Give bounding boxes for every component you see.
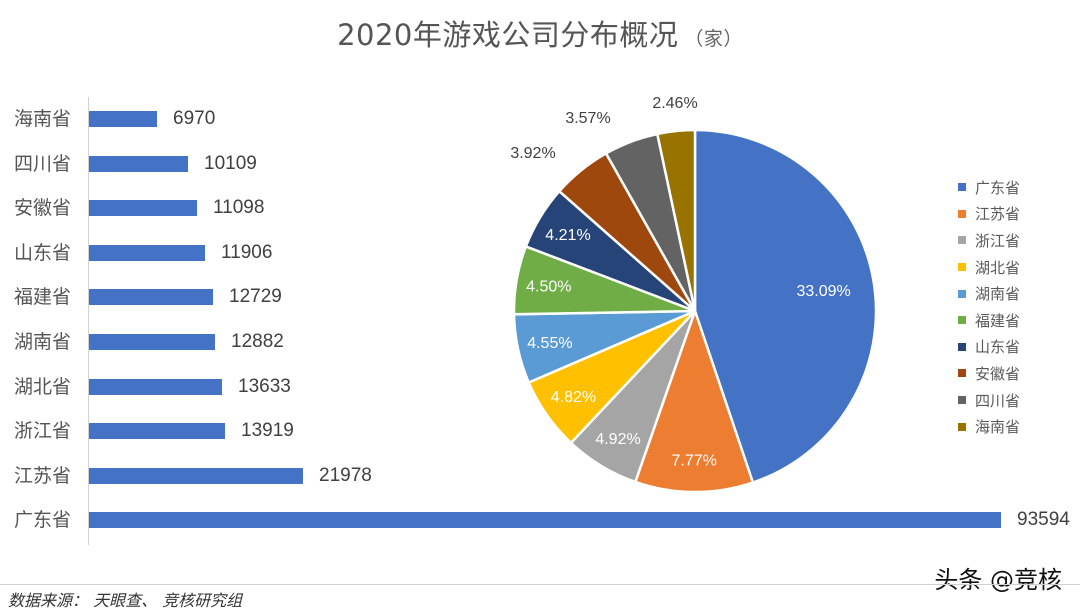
bar-value-label: 21978 bbox=[319, 464, 372, 486]
legend-swatch-icon bbox=[958, 422, 966, 431]
bar bbox=[89, 111, 157, 127]
bar-value-label: 12882 bbox=[231, 331, 284, 352]
bar-value-label: 11098 bbox=[213, 197, 265, 219]
legend-swatch-icon bbox=[958, 263, 966, 272]
pie-data-label: 4.55% bbox=[527, 335, 572, 352]
bar-row: 山东省 11906 bbox=[0, 241, 1080, 265]
data-source-note: 数据来源： 天眼查、 竞核研究组 bbox=[8, 591, 243, 610]
bar-value-label: 13633 bbox=[238, 375, 291, 397]
legend-item: 四川省 bbox=[958, 387, 1020, 414]
legend-label: 海南省 bbox=[975, 418, 1021, 437]
bar-value-label: 93594 bbox=[1017, 509, 1070, 531]
legend-swatch-icon bbox=[958, 316, 966, 325]
bar bbox=[89, 155, 188, 172]
pie-data-label: 2.46% bbox=[652, 95, 697, 112]
legend-label: 福建省 bbox=[975, 311, 1021, 330]
bar bbox=[89, 378, 222, 395]
pie-data-label: 4.21% bbox=[545, 227, 590, 244]
bar-category-label: 浙江省 bbox=[14, 420, 72, 443]
legend-label: 安徽省 bbox=[975, 364, 1021, 383]
legend-swatch-icon bbox=[958, 289, 966, 298]
bar bbox=[89, 244, 205, 261]
legend-label: 湖北省 bbox=[975, 258, 1021, 277]
pie-slice bbox=[655, 128, 697, 312]
bar-category-label: 山东省 bbox=[14, 241, 72, 264]
bar-category-label: 海南省 bbox=[14, 108, 72, 130]
bar-row: 福建省 12729 bbox=[0, 285, 1080, 309]
pie-data-label: 3.57% bbox=[565, 110, 610, 127]
bar bbox=[89, 289, 213, 306]
legend-swatch-icon bbox=[958, 369, 966, 378]
legend-label: 广东省 bbox=[975, 178, 1021, 197]
legend-label: 浙江省 bbox=[975, 231, 1021, 250]
bar-row: 江苏省 21978 bbox=[0, 464, 1080, 488]
chart-title-main: 2020年游戏公司分布概况 bbox=[337, 18, 679, 52]
legend-label: 山东省 bbox=[975, 338, 1021, 357]
bar-value-label: 6970 bbox=[173, 108, 216, 129]
bar-row: 湖北省 13633 bbox=[0, 375, 1080, 399]
bar-chart-axis bbox=[88, 97, 89, 545]
legend-item: 江苏省 bbox=[958, 201, 1020, 228]
legend-label: 四川省 bbox=[975, 391, 1021, 410]
legend-swatch-icon bbox=[958, 209, 966, 218]
bar-row: 广东省 93594 bbox=[0, 508, 1080, 532]
pie-slice bbox=[633, 307, 755, 494]
legend-item: 福建省 bbox=[958, 307, 1020, 334]
pie-slice bbox=[693, 128, 878, 485]
bar-category-label: 四川省 bbox=[14, 152, 72, 175]
legend-swatch-icon bbox=[958, 236, 966, 245]
bar-category-label: 湖北省 bbox=[14, 375, 72, 398]
footer-divider bbox=[0, 584, 1080, 585]
bar-value-label: 11906 bbox=[221, 241, 273, 263]
legend-item: 广东省 bbox=[958, 174, 1020, 201]
bar-row: 海南省 6970 bbox=[0, 107, 1080, 131]
legend-swatch-icon bbox=[958, 342, 966, 351]
legend-label: 江苏省 bbox=[975, 205, 1021, 224]
pie-data-label: 7.77% bbox=[672, 452, 717, 469]
bar-row: 浙江省 13919 bbox=[0, 419, 1080, 443]
watermark: 头条 @竞核 bbox=[934, 566, 1062, 594]
chart-title: 2020年游戏公司分布概况 （家） bbox=[0, 12, 1080, 54]
pie-data-label: 4.50% bbox=[526, 278, 571, 295]
bar-row: 四川省 10109 bbox=[0, 152, 1080, 176]
bar bbox=[89, 200, 197, 217]
pie-data-label: 33.09% bbox=[796, 283, 850, 300]
bar-category-label: 广东省 bbox=[14, 509, 72, 532]
bar-category-label: 江苏省 bbox=[14, 464, 72, 487]
chart-title-unit: （家） bbox=[684, 28, 743, 50]
legend-item: 湖北省 bbox=[958, 254, 1020, 281]
bar bbox=[89, 423, 225, 440]
legend-label: 湖南省 bbox=[975, 285, 1021, 304]
pie-data-label: 3.92% bbox=[510, 145, 555, 162]
bar-category-label: 安徽省 bbox=[14, 197, 72, 220]
legend-item: 湖南省 bbox=[958, 280, 1020, 307]
bar-value-label: 10109 bbox=[204, 152, 257, 174]
bar-value-label: 13919 bbox=[241, 420, 294, 442]
bar-category-label: 湖南省 bbox=[14, 331, 72, 353]
legend-item: 浙江省 bbox=[958, 227, 1020, 254]
bar bbox=[89, 512, 1001, 529]
bar-row: 安徽省 11098 bbox=[0, 196, 1080, 220]
bar bbox=[89, 467, 303, 484]
bar-row: 湖南省 12882 bbox=[0, 330, 1080, 354]
pie-data-label: 4.82% bbox=[551, 389, 596, 406]
pie-data-label: 4.92% bbox=[595, 431, 640, 448]
pie-legend: 广东省江苏省浙江省湖北省湖南省福建省山东省安徽省四川省海南省 bbox=[958, 174, 1020, 440]
legend-swatch-icon bbox=[958, 396, 966, 405]
legend-item: 安徽省 bbox=[958, 360, 1020, 387]
legend-item: 海南省 bbox=[958, 413, 1020, 440]
bar bbox=[89, 334, 215, 350]
legend-swatch-icon bbox=[958, 183, 966, 192]
legend-item: 山东省 bbox=[958, 334, 1020, 361]
bar-value-label: 12729 bbox=[229, 286, 282, 308]
bar-category-label: 福建省 bbox=[14, 286, 72, 309]
